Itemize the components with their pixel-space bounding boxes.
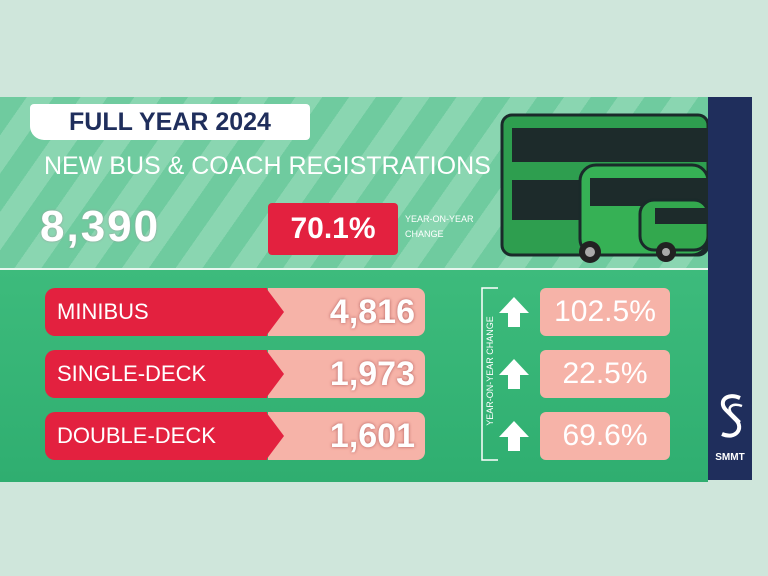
- title: FULL YEAR 2024: [30, 104, 310, 140]
- row-label: MINIBUS: [45, 288, 267, 336]
- total-value: 8,390: [40, 202, 161, 251]
- label-arrow: [266, 350, 284, 398]
- up-arrow: [499, 359, 529, 389]
- row-value: 1,973: [268, 350, 425, 398]
- brand: SMMT: [715, 452, 745, 463]
- brand-logo: [720, 394, 743, 438]
- subtitle: NEW BUS & COACH REGISTRATIONS: [44, 152, 491, 180]
- change-label: CHANGE: [405, 229, 444, 239]
- bracket: [481, 287, 498, 461]
- up-arrow: [499, 421, 529, 451]
- total-change: 70.1%: [268, 203, 398, 255]
- side-label: YEAR-ON-YEAR CHANGE: [485, 316, 495, 426]
- label-arrow: [266, 412, 284, 460]
- label-arrow: [266, 288, 284, 336]
- row-value: 1,601: [268, 412, 425, 460]
- row-label: DOUBLE-DECK: [45, 412, 267, 460]
- change-label: YEAR-ON-YEAR: [405, 214, 474, 224]
- row-change: 102.5%: [540, 288, 670, 336]
- row-value: 4,816: [268, 288, 425, 336]
- up-arrow: [499, 297, 529, 327]
- row-label: SINGLE-DECK: [45, 350, 267, 398]
- row-change: 69.6%: [540, 412, 670, 460]
- row-change: 22.5%: [540, 350, 670, 398]
- bus-illustration: [500, 113, 708, 263]
